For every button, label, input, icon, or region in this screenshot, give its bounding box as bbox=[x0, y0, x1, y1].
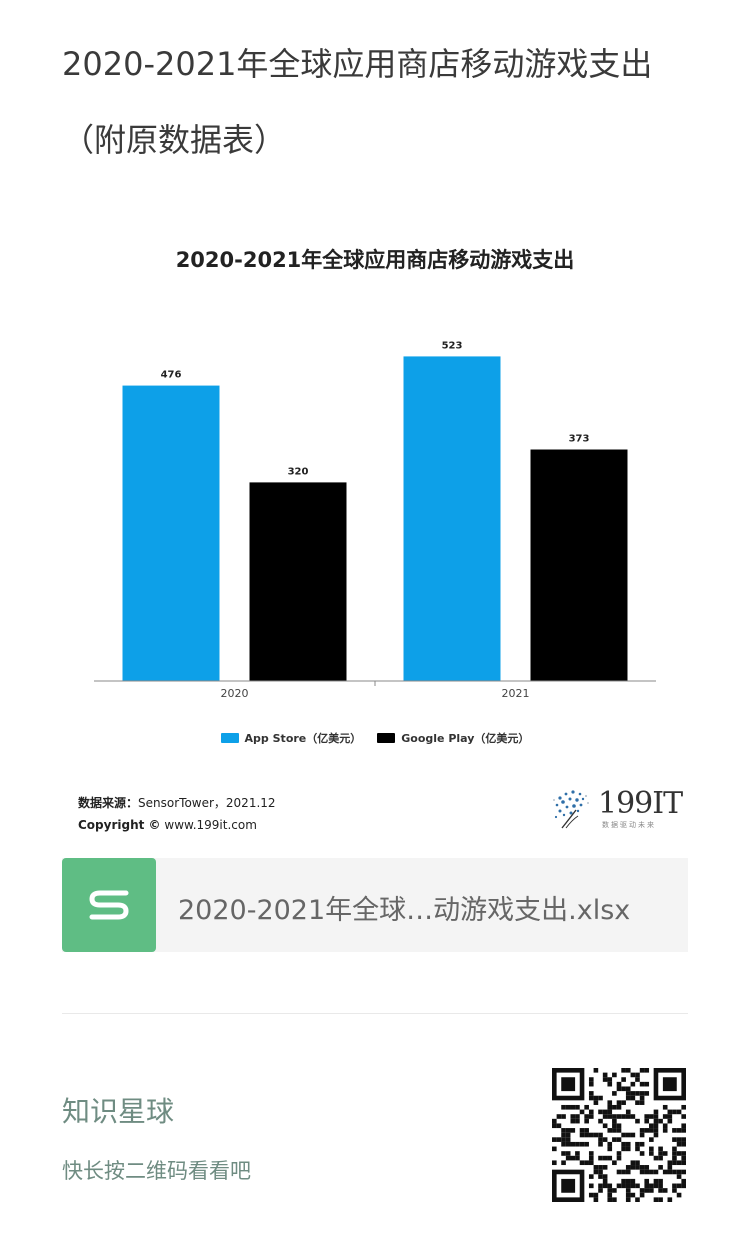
data-label-2021-series-1: 373 bbox=[569, 434, 590, 445]
bar-2021-series-1 bbox=[530, 449, 628, 681]
source-text: SensorTower，2021.12 bbox=[138, 796, 276, 810]
divider bbox=[62, 1013, 688, 1014]
legend-label-app-store: App Store（亿美元） bbox=[244, 732, 362, 745]
legend-swatch-app-store bbox=[220, 733, 239, 743]
qr-code-icon[interactable] bbox=[552, 1068, 686, 1202]
file-name: 2020-2021年全球…动游戏支出.xlsx bbox=[178, 895, 631, 926]
legend-item-google-play: Google Play（亿美元） bbox=[377, 730, 529, 746]
bar-2020-series-0 bbox=[122, 385, 220, 681]
source-label: 数据来源： bbox=[78, 796, 139, 810]
chart-source: 数据来源：SensorTower，2021.12 Copyright © www… bbox=[78, 792, 276, 836]
199it-logo: 199IT 数据驱动未来 bbox=[552, 786, 683, 832]
page-title: 2020-2021年全球应用商店移动游戏支出（附原数据表） bbox=[62, 45, 653, 159]
attachment-file-card[interactable]: 2020-2021年全球…动游戏支出.xlsx bbox=[62, 858, 688, 952]
legend-swatch-google-play bbox=[377, 733, 396, 743]
chart-legend: App Store（亿美元） Google Play（亿美元） bbox=[62, 730, 688, 746]
knowledge-planet-subtitle: 快长按二维码看看吧 bbox=[62, 1159, 251, 1183]
data-label-2020-series-0: 476 bbox=[161, 370, 182, 381]
legend-label-google-play: Google Play（亿美元） bbox=[401, 732, 530, 745]
s-letter-icon bbox=[89, 890, 129, 920]
logo-tagline: 数据驱动未来 bbox=[602, 821, 656, 829]
logo-text: 199IT bbox=[598, 786, 683, 821]
dandelion-logo-icon bbox=[553, 790, 589, 829]
bar-2020-series-1 bbox=[249, 482, 347, 681]
data-label-2021-series-0: 523 bbox=[442, 340, 463, 351]
chart-card: 476 320 2020 523 373 2021 2020-2021年全球应用商店移动游… bbox=[62, 220, 688, 840]
spreadsheet-s-icon bbox=[62, 858, 156, 952]
copyright-text: www.199it.com bbox=[164, 818, 257, 832]
copyright-label: Copyright © bbox=[78, 818, 161, 832]
bar-chart: 476 320 2020 523 373 2021 bbox=[94, 340, 656, 700]
x-tick-label-2021: 2021 bbox=[502, 687, 530, 700]
chart-title: 2020-2021年全球应用商店移动游戏支出 bbox=[175, 248, 575, 272]
legend-item-app-store: App Store（亿美元） bbox=[220, 730, 362, 746]
bar-2021-series-0 bbox=[403, 356, 501, 681]
knowledge-planet-title: 知识星球 bbox=[62, 1095, 175, 1128]
x-tick-label-2020: 2020 bbox=[221, 687, 249, 700]
data-label-2020-series-1: 320 bbox=[288, 466, 309, 477]
